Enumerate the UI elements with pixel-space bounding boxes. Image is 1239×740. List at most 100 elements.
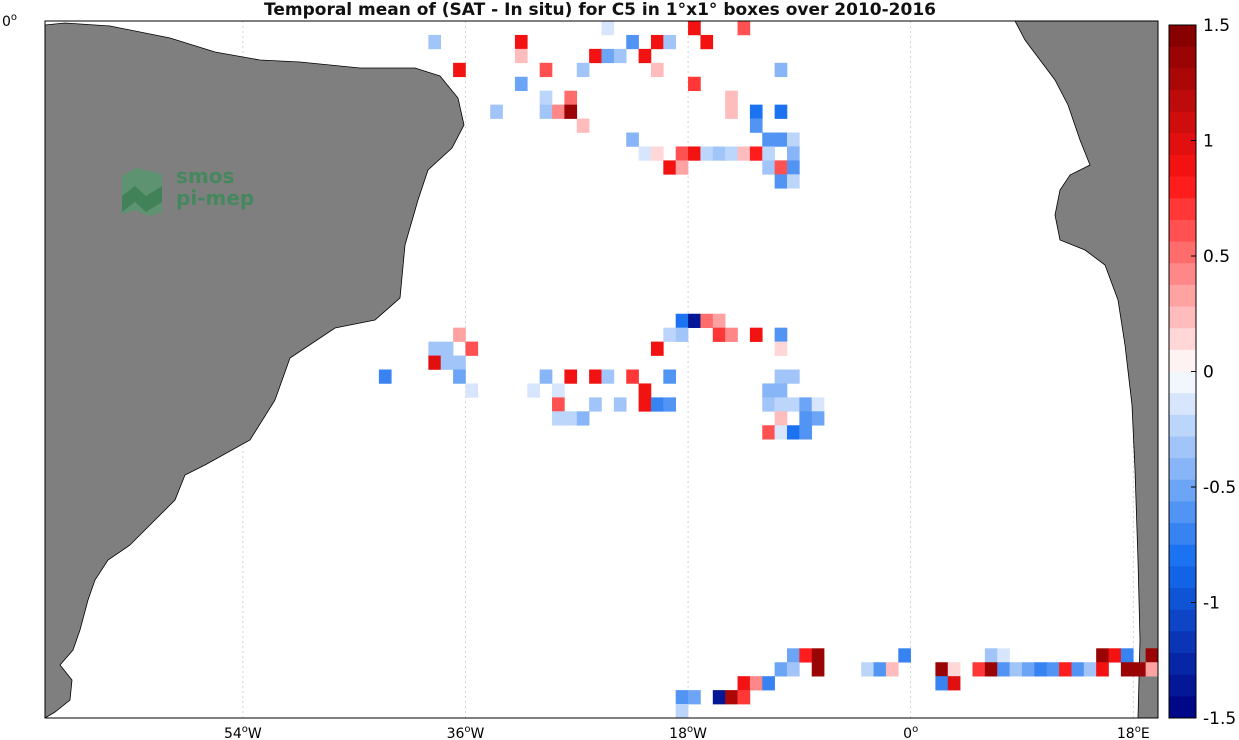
data-cell-45 [749, 146, 763, 161]
data-cell-26 [552, 104, 565, 119]
data-cell-44 [737, 146, 751, 161]
data-cell-123 [811, 662, 825, 677]
data-cell-23 [725, 90, 738, 105]
data-cell-86 [552, 383, 565, 398]
data-cell-148 [675, 690, 689, 705]
data-cell-52 [787, 160, 800, 175]
logo-line2: pi-mep [176, 186, 254, 210]
plot-border [44, 20, 1159, 719]
colorbar-step-8 [1169, 198, 1196, 221]
data-cell-19 [514, 76, 528, 91]
data-cell-4 [650, 34, 664, 50]
data-cell-67 [440, 341, 454, 356]
data-cell-82 [774, 369, 788, 384]
data-cell-101 [552, 411, 565, 426]
data-cell-111 [787, 648, 800, 663]
data-cell-92 [613, 397, 627, 412]
colorbar-step-13 [1169, 306, 1196, 329]
data-cell-122 [787, 662, 800, 677]
data-cell-51 [774, 160, 788, 175]
data-cell-62 [712, 327, 726, 342]
colorbar-step-21 [1169, 479, 1196, 502]
colorbar-step-18 [1169, 414, 1196, 437]
colorbar-step-15 [1169, 349, 1196, 372]
data-cell-31 [576, 118, 590, 133]
data-cell-40 [688, 146, 701, 161]
data-cell-116 [997, 648, 1010, 663]
colorbar-tick-label-4: -0.5 [1203, 478, 1236, 498]
data-cell-102 [564, 411, 578, 426]
data-cell-2 [601, 21, 615, 36]
colorbar-step-22 [1169, 501, 1196, 524]
data-cell-38 [650, 146, 664, 161]
data-cell-143 [737, 676, 751, 691]
data-cell-21 [539, 90, 553, 105]
data-cell-146 [935, 676, 949, 691]
colorbar-step-24 [1169, 544, 1196, 567]
data-cell-17 [650, 62, 664, 78]
data-cell-37 [638, 146, 652, 161]
data-cell-8 [737, 21, 751, 36]
data-cell-98 [787, 397, 800, 412]
data-cell-112 [799, 648, 813, 663]
colorbar-step-28 [1169, 631, 1196, 654]
lon-tick-label-2: 18oW [669, 724, 707, 740]
data-cell-132 [1009, 662, 1023, 677]
colorbar-step-26 [1169, 588, 1196, 611]
data-cell-144 [749, 676, 763, 691]
data-cell-63 [725, 327, 738, 342]
data-cell-5 [663, 34, 676, 50]
data-cell-94 [650, 397, 664, 412]
data-cell-152 [737, 690, 751, 705]
data-cell-11 [601, 48, 615, 64]
data-cell-76 [539, 369, 553, 384]
colorbar-step-14 [1169, 328, 1196, 351]
data-cell-100 [811, 397, 825, 412]
data-cell-151 [725, 690, 738, 705]
data-cell-34 [762, 132, 775, 147]
data-cell-103 [576, 411, 590, 426]
data-cell-93 [638, 397, 652, 412]
data-cell-14 [453, 62, 466, 78]
data-cell-81 [663, 369, 676, 384]
data-cell-99 [799, 397, 813, 412]
data-cell-118 [1108, 648, 1122, 663]
data-cell-129 [972, 662, 986, 677]
data-cell-47 [787, 146, 800, 161]
data-cell-6 [688, 21, 701, 36]
data-cell-18 [774, 62, 788, 78]
data-cell-73 [453, 355, 466, 370]
data-cell-124 [861, 662, 874, 677]
data-cell-127 [935, 662, 949, 677]
colorbar-step-7 [1169, 176, 1196, 199]
longitude-labels: 54oW 36oW 18oW 0o 18oE [224, 724, 1150, 740]
data-cell-69 [650, 341, 664, 356]
data-cell-9 [514, 48, 528, 64]
data-cell-120 [1145, 648, 1158, 663]
data-cell-10 [589, 48, 602, 64]
data-cell-61 [675, 327, 689, 342]
colorbar-step-6 [1169, 154, 1196, 178]
colorbar-step-17 [1169, 393, 1196, 416]
data-cell-110 [799, 425, 813, 440]
data-cell-53 [774, 174, 788, 189]
colorbar-step-16 [1169, 371, 1196, 394]
data-cell-149 [688, 690, 701, 705]
data-cell-50 [762, 160, 775, 175]
data-cell-128 [947, 662, 961, 677]
data-cell-107 [762, 425, 775, 440]
colorbar-step-5 [1169, 133, 1196, 156]
data-cell-55 [675, 313, 689, 328]
colorbar-step-20 [1169, 458, 1196, 481]
data-cell-43 [725, 146, 738, 161]
data-cell-54 [787, 174, 800, 189]
data-cell-35 [774, 132, 788, 147]
data-cell-95 [663, 397, 676, 412]
colorbar-tick-label-0: 1.5 [1203, 16, 1230, 36]
data-cell-108 [774, 425, 788, 440]
colorbar-tick-label-6: -1.5 [1203, 709, 1236, 729]
data-cell-114 [898, 648, 911, 663]
data-cell-56 [688, 313, 701, 328]
data-cell-0 [428, 34, 442, 50]
